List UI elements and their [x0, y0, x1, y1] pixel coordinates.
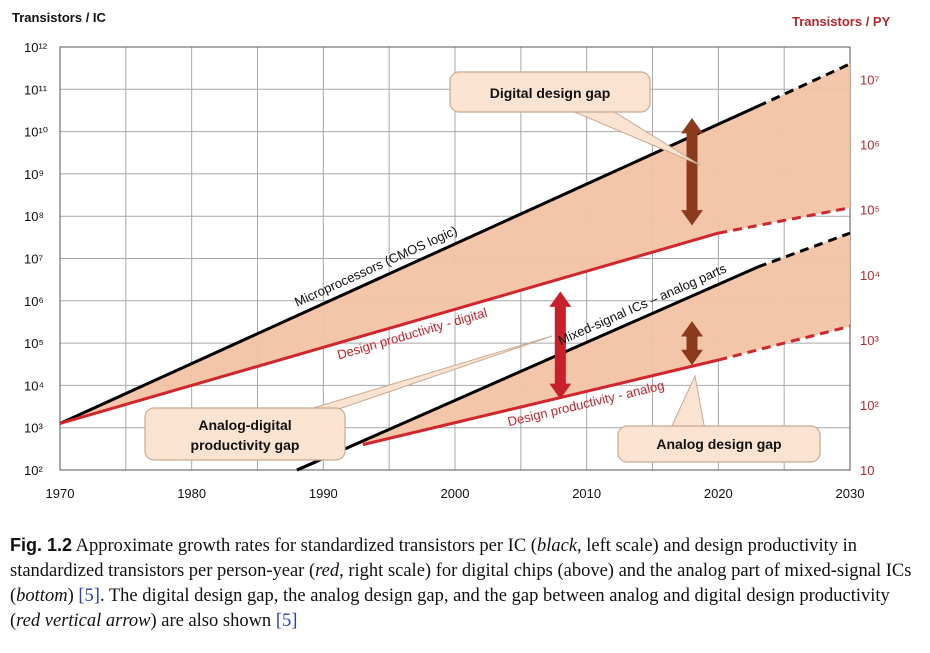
x-tick-label: 2010: [572, 486, 601, 501]
y-left-tick-label: 10¹⁰: [24, 125, 48, 140]
growth-chart: 1970 1980 1990 2000 2010 2020 2030 10¹² 10¹¹ 10¹⁰…: [24, 40, 880, 501]
series-line-dashed: [757, 62, 851, 108]
y-right-tick-label: 10⁶: [860, 138, 880, 153]
gap-arrow: [549, 291, 572, 399]
y-right-tick-label: 10⁴: [860, 268, 880, 283]
series-line-solid: [362, 358, 719, 447]
y-left-tick-label: 10¹¹: [24, 82, 48, 97]
gap-fills: [60, 63, 850, 445]
series-line-dashed: [757, 231, 851, 269]
y-left-tick-label: 10³: [24, 421, 43, 436]
series-line-dashed: [717, 324, 851, 362]
reference-link[interactable]: [5]: [275, 611, 298, 631]
y-right-axis-title: Transistors / PY: [792, 14, 891, 29]
caption-text: . The digital design gap, the analog des…: [10, 586, 890, 631]
analog-gap-callout-box: [617, 425, 821, 463]
figure-label: Fig. 1.2: [10, 535, 73, 555]
x-tick-label: 2000: [441, 486, 470, 501]
callouts: Digital design gap Analog-digital producti…: [144, 71, 821, 463]
y-left-axis-title: Transistors / IC: [12, 10, 106, 25]
series-lines: [59, 62, 851, 472]
analog-digital-callout-box: [144, 407, 346, 461]
series-line-solid: [59, 104, 759, 425]
analog-gap-fill: [362, 233, 850, 445]
y-left-tick-label: 10⁹: [24, 167, 44, 182]
series-line-solid: [296, 265, 759, 472]
analog-gap-callout-pointer: [669, 374, 706, 431]
caption-italic: black: [536, 536, 578, 556]
gap-arrow: [681, 118, 703, 226]
caption-text: Approximate growth rates for standardize…: [72, 536, 537, 556]
gap-arrows: [549, 118, 703, 399]
y-left-tick-label: 10²: [24, 463, 43, 478]
series-line-dashed: [718, 206, 851, 235]
y-right-tick-label: 10³: [860, 333, 879, 348]
caption-italic: red: [315, 561, 340, 581]
caption-text: , right scale) for digital chips (above)…: [10, 561, 912, 606]
x-tick-label: 1980: [177, 486, 206, 501]
y-left-tick-label: 10⁶: [24, 294, 44, 309]
x-tick-label: 1990: [309, 486, 338, 501]
x-tick-label: 2020: [704, 486, 733, 501]
analog-gap-label: Analog design gap: [656, 436, 781, 452]
y-left-tick-label: 10⁷: [24, 252, 43, 267]
y-right-tick-label: 10: [860, 463, 874, 478]
tick-labels: 1970 1980 1990 2000 2010 2020 2030 10¹² 10¹¹ 10¹⁰…: [24, 40, 880, 501]
x-tick-label: 2030: [836, 486, 865, 501]
analog-line-start: [296, 460, 318, 472]
caption-italic: bottom: [16, 586, 68, 606]
caption-text: ) are also shown: [150, 611, 276, 631]
y-left-tick-label: 10¹²: [24, 40, 48, 55]
y-right-tick-label: 10²: [860, 398, 879, 413]
figure-caption: Fig. 1.2 Approximate growth rates for st…: [10, 533, 915, 634]
reference-link[interactable]: [5]: [78, 586, 100, 606]
y-left-tick-label: 10⁸: [24, 209, 44, 224]
y-left-tick-label: 10⁵: [24, 336, 44, 351]
x-tick-label: 1970: [46, 486, 75, 501]
caption-italic: red vertical arrow: [16, 611, 151, 631]
digital-gap-callout-box: [449, 71, 651, 113]
y-right-tick-label: 10⁵: [860, 203, 880, 218]
series-line-solid: [59, 231, 719, 425]
gap-arrow: [681, 321, 703, 366]
y-right-tick-label: 10⁷: [860, 73, 879, 88]
digital-gap-label: Digital design gap: [490, 85, 611, 101]
analog-digital-label-line2: productivity gap: [191, 437, 300, 453]
caption-text: , left scale) and design productivity in…: [10, 536, 858, 581]
caption-text: ): [67, 586, 79, 606]
digital-gap-callout-pointer: [564, 107, 701, 166]
y-left-tick-label: 10⁴: [24, 378, 44, 393]
analog-digital-label-line1: Analog-digital: [198, 417, 291, 433]
